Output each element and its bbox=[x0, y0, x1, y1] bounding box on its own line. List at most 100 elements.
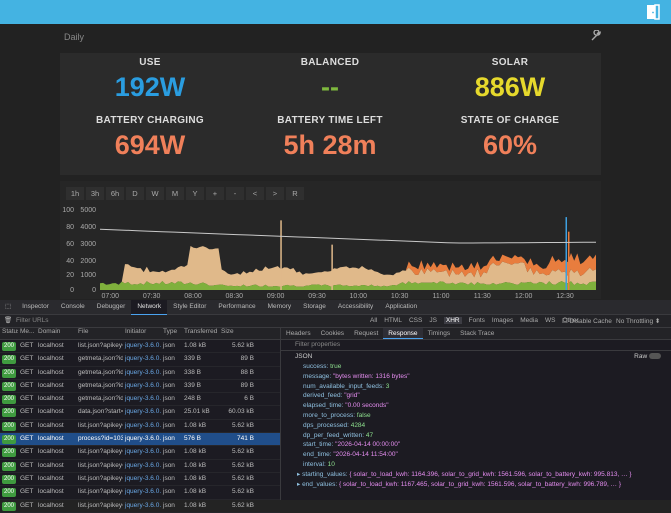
json-line[interactable]: success: true bbox=[281, 362, 671, 372]
filter-media[interactable]: Media bbox=[520, 317, 538, 324]
tab-debugger[interactable]: Debugger bbox=[96, 303, 126, 310]
zoom-in-button[interactable]: + bbox=[206, 187, 224, 200]
json-line[interactable]: ▸ starting_values: { solar_to_load_kwh: … bbox=[281, 470, 671, 480]
range-1h-button[interactable]: 1h bbox=[66, 187, 84, 200]
col-file[interactable]: File bbox=[78, 328, 89, 335]
col-method[interactable]: Me... bbox=[20, 328, 35, 335]
json-line[interactable]: interval: 10 bbox=[281, 460, 671, 470]
filter-properties-input[interactable]: Filter properties bbox=[281, 340, 671, 351]
range-month-button[interactable]: M bbox=[166, 187, 184, 200]
tab-stack-trace[interactable]: Stack Trace bbox=[460, 330, 495, 337]
range-week-button[interactable]: W bbox=[146, 187, 164, 200]
grid-area bbox=[100, 281, 596, 290]
domain-cell: localhost bbox=[38, 381, 64, 389]
trash-icon[interactable]: 🗑 bbox=[4, 317, 13, 324]
pick-element-icon[interactable]: ⬚ bbox=[5, 303, 12, 310]
panel-divider[interactable] bbox=[280, 328, 281, 500]
pan-right-button[interactable]: > bbox=[266, 187, 284, 200]
tab-cookies[interactable]: Cookies bbox=[320, 330, 345, 337]
filter-urls-input[interactable]: Filter URLs bbox=[16, 317, 49, 324]
filter-other[interactable]: Other bbox=[562, 317, 579, 324]
filter-ws[interactable]: WS bbox=[544, 317, 556, 324]
filter-xhr[interactable]: XHR bbox=[443, 317, 462, 324]
zoom-out-button[interactable]: - bbox=[226, 187, 244, 200]
json-value: { solar_to_load_kwh: 1167.465, solar_to_… bbox=[338, 480, 622, 488]
tab-response[interactable]: Response bbox=[383, 328, 423, 339]
json-key: dps_processed: bbox=[303, 421, 349, 429]
status-badge: 200 bbox=[2, 448, 17, 458]
filter-css[interactable]: CSS bbox=[408, 317, 423, 324]
json-line[interactable]: num_available_input_feeds: 3 bbox=[281, 382, 671, 392]
tab-console[interactable]: Console bbox=[60, 303, 85, 310]
json-line[interactable]: ▸ end_values: { solar_to_load_kwh: 1167.… bbox=[281, 480, 671, 490]
col-type[interactable]: Type bbox=[163, 328, 178, 335]
devtools-panel: ⬚ Inspector Console Debugger Network Sty… bbox=[0, 299, 671, 513]
file-cell: getmeta.json?id=1 bbox=[78, 355, 123, 363]
range-3h-button[interactable]: 3h bbox=[86, 187, 104, 200]
range-6h-button[interactable]: 6h bbox=[106, 187, 124, 200]
tab-performance[interactable]: Performance bbox=[218, 303, 256, 310]
json-line[interactable]: dp_per_feed_written: 47 bbox=[281, 431, 671, 441]
raw-toggle[interactable]: Raw bbox=[634, 351, 671, 362]
type-cell: json bbox=[163, 421, 175, 429]
range-year-button[interactable]: Y bbox=[186, 187, 204, 200]
col-domain[interactable]: Domain bbox=[38, 328, 61, 335]
exit-icon[interactable] bbox=[645, 4, 661, 20]
filter-html[interactable]: HTML bbox=[384, 317, 402, 324]
method-cell: GET bbox=[20, 488, 34, 496]
tab-inspector[interactable]: Inspector bbox=[22, 303, 49, 310]
disable-cache-label: Disable Cache bbox=[569, 318, 612, 325]
tab-style-editor[interactable]: Style Editor bbox=[173, 303, 207, 310]
json-line[interactable]: dps_processed: 4284 bbox=[281, 421, 671, 431]
tab-application[interactable]: Application bbox=[385, 303, 418, 310]
range-day-button[interactable]: D bbox=[126, 187, 144, 200]
tab-network[interactable]: Network bbox=[131, 299, 168, 315]
col-transferred[interactable]: Transferred bbox=[184, 328, 218, 335]
col-status[interactable]: Status bbox=[2, 328, 18, 335]
pan-left-button[interactable]: < bbox=[246, 187, 264, 200]
json-line[interactable]: message: "bytes written: 1316 bytes" bbox=[281, 372, 671, 382]
power-chart[interactable]: 100 80 60 40 20 0 5000 4000 3000 2000 10… bbox=[60, 203, 601, 299]
y-left-tick: 40 bbox=[66, 258, 74, 265]
domain-cell: localhost bbox=[38, 368, 64, 376]
transferred-cell: 1.08 kB bbox=[184, 421, 207, 429]
filter-all[interactable]: All bbox=[370, 317, 378, 324]
json-line[interactable]: elapsed_time: "0.00 seconds" bbox=[281, 401, 671, 411]
tab-storage[interactable]: Storage bbox=[303, 303, 326, 310]
json-line[interactable]: start_time: "2026-04-14 00:00:00" bbox=[281, 440, 671, 450]
col-initiator[interactable]: Initiator bbox=[125, 328, 147, 335]
transferred-cell: 1.08 kB bbox=[184, 342, 207, 349]
tab-memory[interactable]: Memory bbox=[267, 303, 292, 310]
tab-request[interactable]: Request bbox=[354, 330, 379, 337]
col-size[interactable]: Size bbox=[221, 328, 234, 335]
wrench-icon[interactable] bbox=[590, 30, 602, 42]
filter-images[interactable]: Images bbox=[491, 317, 514, 324]
x-tick-label: 12:00 bbox=[515, 293, 533, 299]
disable-cache-checkbox[interactable]: ☐ Disable Cache bbox=[562, 318, 612, 325]
throttling-select[interactable]: No Throttling ⬍ bbox=[616, 318, 661, 325]
reset-button[interactable]: R bbox=[286, 187, 304, 200]
filter-fonts[interactable]: Fonts bbox=[468, 317, 485, 324]
json-line[interactable]: more_to_process: false bbox=[281, 411, 671, 421]
json-viewer: success: true message: "bytes written: 13… bbox=[281, 362, 671, 489]
json-line[interactable]: end_time: "2026-04-14 11:54:00" bbox=[281, 450, 671, 460]
tab-headers[interactable]: Headers bbox=[286, 330, 311, 337]
filter-js[interactable]: JS bbox=[429, 317, 437, 324]
json-line[interactable]: derived_feed: "grid" bbox=[281, 391, 671, 401]
status-badge: 200 bbox=[2, 501, 17, 511]
tab-timings[interactable]: Timings bbox=[427, 330, 451, 337]
tab-accessibility[interactable]: Accessibility bbox=[337, 303, 374, 310]
